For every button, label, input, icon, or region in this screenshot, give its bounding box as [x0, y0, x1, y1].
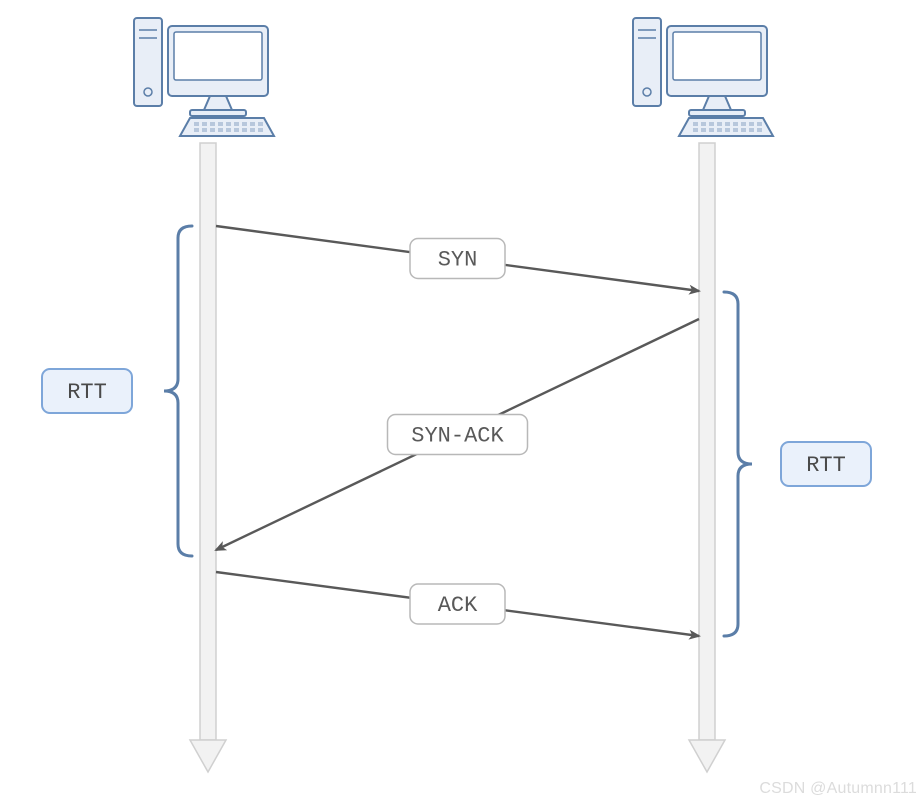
rtt-label-right: RTT — [781, 442, 871, 486]
svg-text:SYN-ACK: SYN-ACK — [411, 423, 504, 448]
svg-text:RTT: RTT — [806, 453, 846, 478]
svg-text:RTT: RTT — [67, 380, 107, 405]
tcp-handshake-diagram: RTT RTT SYN SYN-ACK ACK — [0, 0, 921, 804]
svg-text:SYN: SYN — [438, 247, 478, 272]
rtt-brace-right — [724, 292, 752, 636]
server-computer-icon — [633, 18, 773, 136]
svg-text:ACK: ACK — [438, 593, 478, 618]
client-computer-icon — [134, 18, 274, 136]
lifelines — [190, 143, 725, 772]
watermark-text: CSDN @Autumnn111 — [759, 780, 917, 798]
rtt-brace-left — [164, 226, 192, 556]
ack-label: ACK — [410, 584, 505, 624]
syn-ack-label: SYN-ACK — [388, 415, 528, 455]
syn-label: SYN — [410, 239, 505, 279]
rtt-label-left: RTT — [42, 369, 132, 413]
